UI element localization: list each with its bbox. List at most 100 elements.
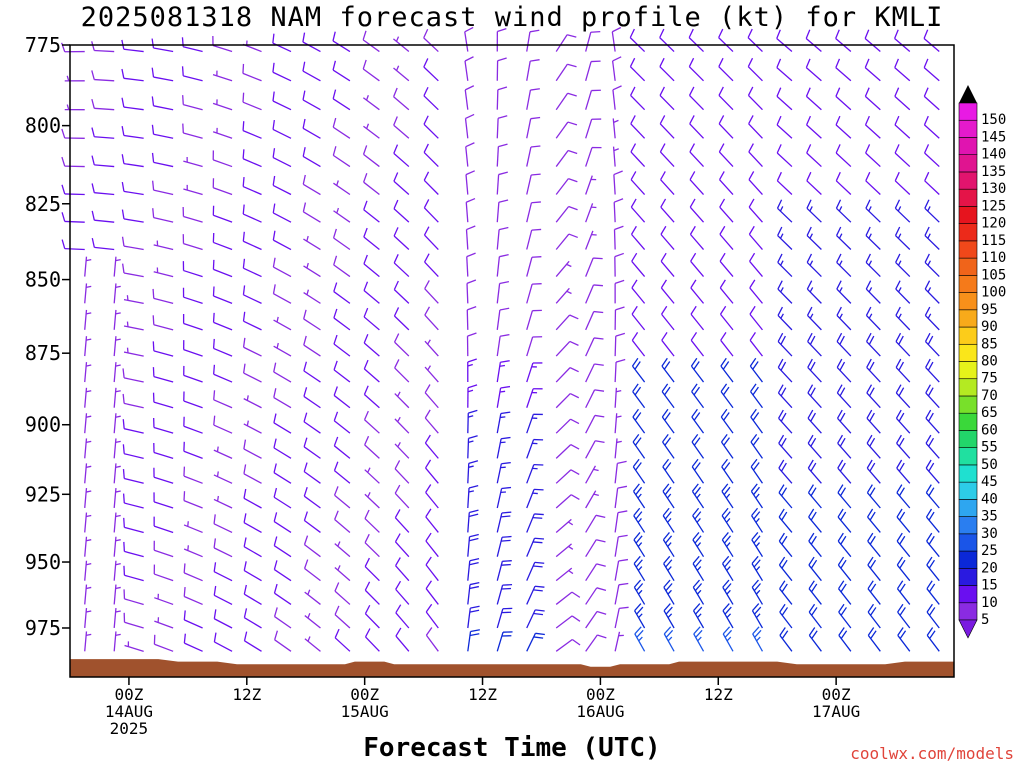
barb-feather [272, 203, 276, 214]
wind-barb [895, 332, 911, 357]
barb-staff [84, 283, 88, 304]
barb-staff [779, 634, 793, 652]
barb-feather [467, 389, 474, 393]
barb-staff [837, 564, 852, 582]
barb-staff [749, 365, 763, 383]
barb-feather [780, 437, 787, 447]
barb-feather [781, 511, 788, 521]
barb-staff [720, 441, 734, 459]
barb-staff [213, 571, 233, 582]
wind-barb [242, 149, 262, 168]
wind-barb [424, 459, 439, 484]
barb-feather [465, 142, 475, 148]
barb-feather [273, 413, 277, 423]
wind-barb [718, 57, 734, 82]
wind-barb [778, 459, 793, 484]
y-tick-label: 925 [25, 482, 61, 506]
barb-feather [751, 532, 759, 541]
barb-feather [894, 171, 900, 182]
barb-staff [866, 392, 881, 409]
barb-staff [526, 336, 534, 357]
barb-feather [779, 580, 786, 590]
barb-staff [423, 207, 439, 223]
barb-staff [555, 393, 571, 409]
credit-text[interactable]: coolwx.com/models [850, 744, 1014, 763]
wind-barb [496, 360, 510, 383]
barb-feather [635, 583, 644, 592]
barb-feather [718, 143, 725, 153]
wind-barb [183, 365, 203, 383]
barb-feather [85, 390, 92, 393]
wind-barb [113, 536, 121, 557]
barb-staff [183, 400, 203, 409]
barb-staff [835, 152, 852, 168]
barb-feather [568, 545, 574, 550]
wind-barb [272, 203, 292, 223]
barb-feather [928, 437, 935, 447]
barb-feather [363, 307, 369, 318]
wind-barb [302, 202, 321, 223]
barb-feather [805, 58, 811, 68]
barb-staff [242, 185, 262, 196]
barb-feather [334, 605, 340, 615]
barb-feather [840, 607, 847, 616]
wind-barb [630, 171, 646, 195]
barb-staff [303, 495, 321, 509]
barb-feather [659, 57, 665, 67]
wind-barb [806, 226, 822, 250]
barb-feather [753, 559, 761, 568]
barb-staff [688, 66, 704, 82]
barb-feather [364, 604, 371, 614]
wind-barb [526, 116, 541, 139]
barb-feather [748, 143, 754, 153]
barb-staff [153, 501, 174, 509]
wind-barb [894, 199, 911, 223]
barb-staff [113, 631, 117, 652]
wind-barb [688, 28, 704, 53]
wind-barb [689, 115, 705, 139]
barb-staff [303, 211, 321, 223]
barb-staff [663, 563, 675, 582]
wind-barb [364, 628, 380, 652]
wind-barb [719, 305, 734, 331]
barb-staff [585, 311, 595, 331]
barb-staff [777, 392, 793, 409]
wind-barb [630, 86, 646, 111]
barb-feather [664, 486, 672, 496]
barb-staff [496, 309, 501, 330]
wind-barb [526, 463, 544, 484]
barb-staff [585, 61, 592, 81]
barb-feather [122, 393, 125, 404]
barb-feather [364, 581, 371, 591]
wind-barb [393, 199, 410, 223]
colorbar-label: 120 [981, 216, 1006, 232]
barb-staff [496, 413, 502, 434]
barb-staff [467, 438, 470, 459]
wind-barb [242, 204, 262, 223]
wind-barb [896, 556, 911, 582]
barb-feather [896, 532, 903, 542]
barb-staff [690, 365, 705, 383]
barb-staff [273, 496, 292, 509]
barb-feather [425, 532, 432, 542]
y-tick-label: 825 [25, 192, 61, 216]
wind-barb [585, 60, 601, 81]
barb-feather [864, 29, 870, 39]
barb-feather [364, 557, 370, 567]
barb-feather [467, 358, 477, 363]
barb-staff [213, 268, 233, 278]
barb-staff [123, 134, 144, 139]
wind-barb [896, 508, 911, 533]
barb-feather [121, 97, 125, 108]
barb-feather [690, 332, 698, 341]
barb-feather [332, 60, 337, 71]
barb-feather [864, 115, 870, 126]
barb-feather [212, 338, 215, 349]
wind-barb [243, 488, 262, 509]
barb-feather [501, 511, 512, 514]
barb-staff [661, 339, 675, 357]
barb-staff [183, 215, 203, 223]
wind-barb [423, 199, 439, 223]
barb-feather [748, 171, 755, 181]
barb-feather [777, 280, 783, 290]
